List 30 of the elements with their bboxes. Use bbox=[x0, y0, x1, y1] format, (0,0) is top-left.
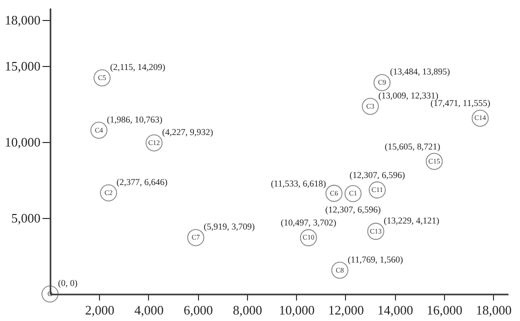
data-label: (10,497, 3,702) bbox=[280, 218, 336, 228]
data-label: (17,471, 11,555) bbox=[430, 98, 490, 108]
x-tick-label: 12,000 bbox=[328, 302, 364, 318]
data-label: (1,986, 10,763) bbox=[106, 114, 162, 124]
data-label: (4,227, 9,932) bbox=[162, 126, 214, 137]
y-tick-label: 15,000 bbox=[4, 58, 40, 74]
y-tick-label: 10,000 bbox=[4, 134, 40, 150]
x-tick-label: 4,000 bbox=[134, 302, 164, 318]
data-label: (12,307, 6,596) bbox=[350, 170, 405, 180]
x-tick-label: 16,000 bbox=[426, 302, 462, 318]
x-tick-label: 18,000 bbox=[476, 302, 512, 318]
data-label: (13,009, 12,331) bbox=[378, 90, 438, 100]
x-tick-label: 14,000 bbox=[377, 302, 414, 318]
data-label: (15,605, 8,721) bbox=[384, 141, 440, 152]
data-label: (5,919, 3,709) bbox=[204, 222, 255, 232]
data-label: (11,533, 6,618) bbox=[270, 178, 326, 188]
x-tick-label: 10,000 bbox=[278, 302, 315, 318]
data-label: (11,769, 1,560) bbox=[348, 254, 403, 264]
x-tick-label: 2,000 bbox=[85, 302, 114, 318]
y-tick-label: 18,000 bbox=[4, 12, 40, 28]
x-tick-label: 8,000 bbox=[232, 302, 262, 318]
data-label: (2,377, 6,646) bbox=[116, 176, 168, 187]
x-tick-label: 6,000 bbox=[184, 302, 213, 318]
data-label: (2,115, 14,209) bbox=[110, 62, 166, 72]
data-label: (13,229, 4,121) bbox=[384, 215, 440, 226]
data-label: (0, 0) bbox=[58, 278, 78, 288]
data-label: (13,484, 13,895) bbox=[390, 66, 450, 77]
data-label: (12,307, 6,596) bbox=[325, 204, 381, 215]
point bbox=[41, 286, 59, 302]
y-tick-label: 5,000 bbox=[11, 210, 40, 226]
